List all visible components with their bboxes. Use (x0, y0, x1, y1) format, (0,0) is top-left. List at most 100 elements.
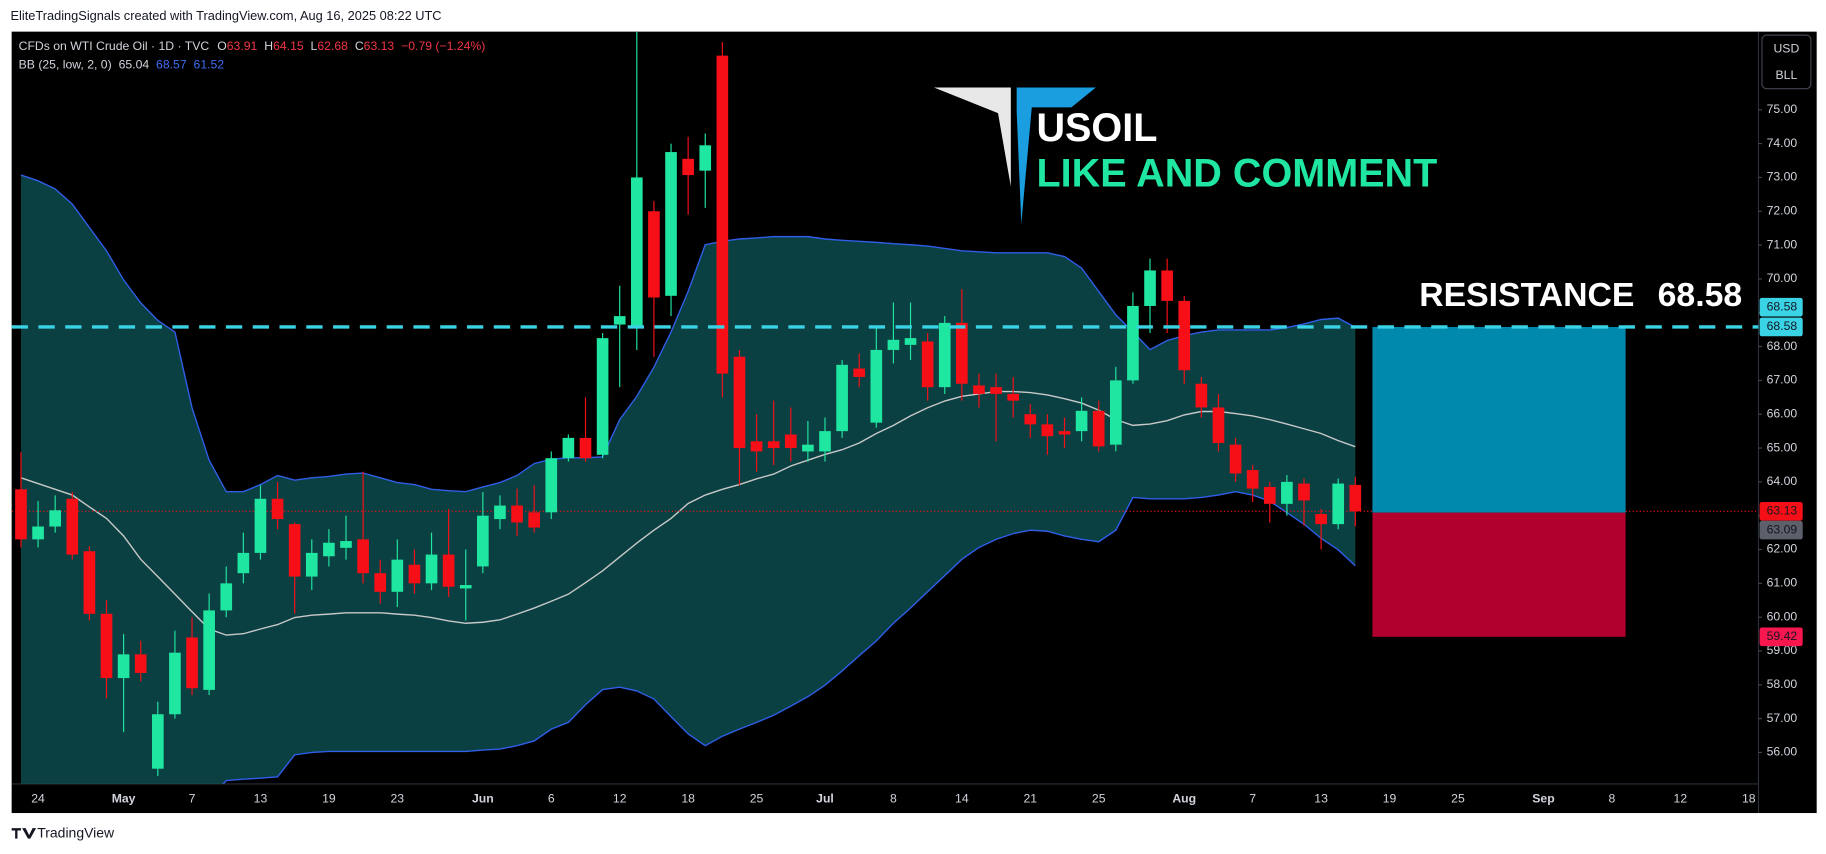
candle-body (938, 322, 951, 388)
candle-body (477, 515, 489, 567)
x-tick-label: 19 (1383, 791, 1397, 805)
position-loss (1372, 512, 1626, 637)
plot-area (11, 31, 1759, 784)
candle-body (665, 152, 677, 296)
y-tick-label: 58.00 (1767, 677, 1798, 691)
candle-body (1349, 484, 1362, 512)
resistance-tag-box (1759, 297, 1803, 317)
bb-lower-value: 61.52 (194, 58, 225, 72)
y-tick-label: 71.00 (1767, 237, 1798, 251)
candle-body (545, 458, 558, 513)
y-tick-label: 68.00 (1767, 339, 1798, 353)
candle-body (408, 564, 421, 584)
candle-body (716, 55, 729, 374)
candle-body (750, 441, 763, 452)
stop-tag-box (1759, 627, 1803, 647)
y-tick-label: 64.00 (1767, 474, 1798, 488)
x-tick-label: 25 (750, 791, 764, 805)
candle-body (1178, 300, 1191, 371)
candle-body (579, 437, 592, 459)
candle-body (784, 434, 797, 449)
candle-body (1075, 410, 1088, 432)
legend-symbol: CFDs on WTI Crude Oil · 1D · TVC O63.91 … (19, 39, 486, 53)
candle-body (1246, 470, 1259, 489)
ohlc-label: O (217, 39, 227, 53)
candle-body (288, 524, 301, 577)
y-tick-label: 73.00 (1767, 170, 1798, 184)
currency: USD (1773, 41, 1799, 55)
bb-fill (20, 175, 1356, 784)
candle-body (921, 341, 934, 388)
candle-body (1041, 424, 1054, 437)
ohlc-label: H (264, 39, 273, 53)
y-tick-label: 57.00 (1767, 711, 1798, 725)
x-tick-label: 7 (189, 791, 196, 805)
x-tick-label: 21 (1023, 791, 1037, 805)
ohlc-value: 64.15 (273, 39, 304, 53)
candle-body (374, 573, 387, 592)
y-tick-label: 61.00 (1767, 576, 1798, 590)
candle-body (1229, 444, 1242, 474)
candle-body (340, 541, 352, 548)
resistance-tag: 68.58 (1767, 299, 1798, 313)
x-tick-label: 25 (1451, 791, 1465, 805)
x-tick-label: 23 (391, 791, 405, 805)
x-tick-label: Jun (472, 791, 494, 805)
x-tick-label: 18 (681, 791, 695, 805)
candle-body (767, 441, 780, 449)
candle-body (203, 610, 215, 690)
x-tick-label: 19 (322, 791, 336, 805)
ohlc-value: 63.13 (364, 39, 395, 53)
candle-body (1332, 483, 1345, 525)
candle-body (819, 431, 831, 452)
x-tick-label: Sep (1532, 791, 1554, 805)
legend-bb: BB (25, low, 2, 0) 65.04 68.57 61.52 (19, 58, 225, 72)
currency-box[interactable] (1761, 34, 1812, 90)
y-tick-label: 70.00 (1767, 271, 1798, 285)
candle-body (904, 338, 917, 345)
x-tick-label: 13 (1314, 791, 1328, 805)
candle-body (699, 145, 712, 171)
candle-body (459, 585, 472, 589)
candle-body (1195, 383, 1208, 408)
candle-body (32, 526, 44, 540)
x-tick-label: 6 (548, 791, 555, 805)
candle-body (648, 211, 660, 298)
candle-body (425, 554, 438, 584)
bb-lower-line (222, 490, 1356, 784)
target-tag-box (1759, 317, 1803, 337)
candle-body (1161, 270, 1173, 301)
candle-body (305, 552, 318, 577)
bb-basis-line (20, 390, 1356, 636)
stop-tag: 59.42 (1767, 629, 1798, 643)
change-value: −0.79 (−1.24%) (401, 39, 485, 53)
candle-body (596, 338, 609, 455)
symbol-text: USOIL (1036, 106, 1157, 150)
candle-body (853, 368, 866, 378)
x-tick-label: 14 (955, 791, 969, 805)
y-tick-label: 66.00 (1767, 406, 1798, 420)
x-tick-label: May (112, 791, 136, 805)
candle-body (100, 613, 113, 679)
x-tick-label: 24 (31, 791, 45, 805)
y-tick-label: 56.00 (1767, 745, 1798, 759)
candle-body (630, 177, 643, 327)
ohlc-value: 62.68 (317, 39, 348, 53)
candle-body (494, 505, 506, 520)
candle-body (151, 714, 164, 769)
position-profit (1372, 326, 1626, 513)
candle-body (220, 583, 233, 611)
candle-body (83, 551, 96, 614)
x-tick-label: 8 (890, 791, 897, 805)
y-tick-label: 65.00 (1767, 440, 1798, 454)
x-tick-label: 18 (1742, 791, 1756, 805)
entry-tag-box (1759, 520, 1803, 540)
header-text: EliteTradingSignals created with Trading… (10, 8, 441, 23)
candle-body (1281, 481, 1293, 504)
candle-body (1263, 486, 1276, 504)
x-tick-label: 12 (1674, 791, 1688, 805)
candle-body (1109, 380, 1122, 445)
candle-body (836, 364, 848, 432)
candle-body (1298, 483, 1310, 501)
